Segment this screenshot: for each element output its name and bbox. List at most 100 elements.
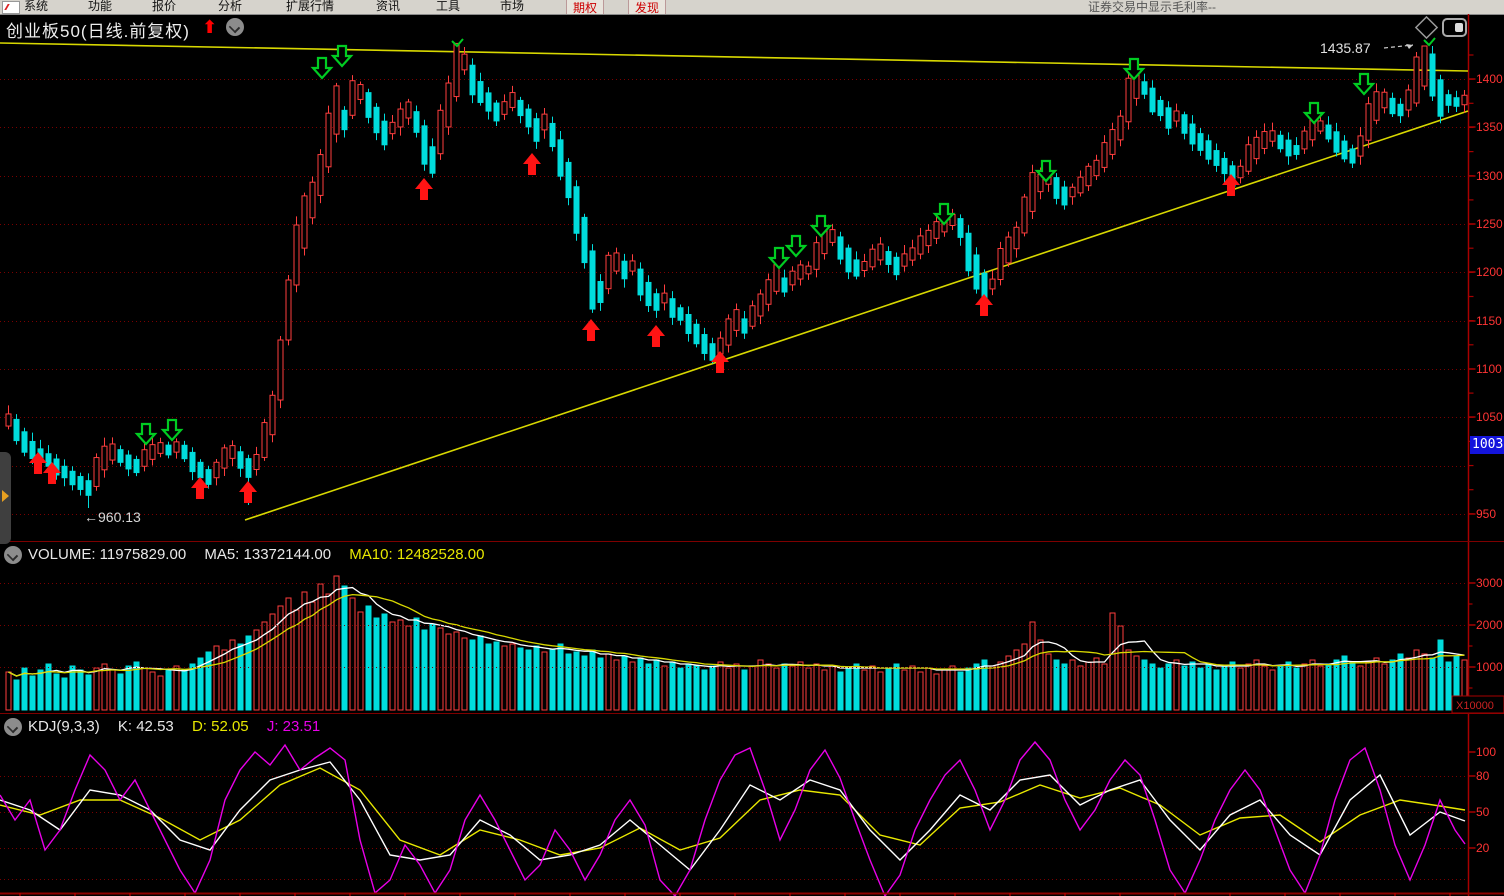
volume-bar <box>397 619 404 711</box>
candle <box>805 265 812 275</box>
candle <box>1397 103 1404 117</box>
trendline <box>244 110 1469 521</box>
menu-item-扩展行情[interactable]: 扩展行情 <box>286 0 335 13</box>
buy-arrow-icon <box>239 481 257 503</box>
menu-item-发现[interactable]: 发现 <box>628 0 667 14</box>
volume-bar <box>1125 649 1132 711</box>
candle <box>1077 176 1084 194</box>
volume-bar <box>53 673 60 711</box>
volume-bar <box>493 641 500 711</box>
volume-bar <box>421 629 428 711</box>
volume-bar <box>237 643 244 711</box>
volume-bar <box>437 627 444 711</box>
kdj-axis-label: 80 <box>1476 769 1490 783</box>
candle <box>381 120 388 146</box>
menu-item-市场[interactable]: 市场 <box>500 0 525 13</box>
volume-bar <box>853 663 860 711</box>
menu-item-分析[interactable]: 分析 <box>218 0 243 13</box>
volume-bar <box>597 657 604 711</box>
candle <box>1181 114 1188 134</box>
candle <box>645 281 652 307</box>
diamond-icon[interactable] <box>1414 15 1439 40</box>
volume-bar <box>117 673 124 711</box>
candle <box>1101 142 1108 168</box>
volume-bar <box>1389 659 1396 711</box>
candle <box>1197 133 1204 151</box>
menu-item-功能[interactable]: 功能 <box>88 0 113 13</box>
buy-arrow-icon <box>647 325 665 347</box>
candle <box>1413 56 1420 104</box>
volume-bar <box>109 669 116 711</box>
buy-arrow-icon <box>29 452 47 474</box>
menu-item-工具[interactable]: 工具 <box>436 0 461 13</box>
volume-bar <box>781 663 788 711</box>
kdj-axis-label: 100 <box>1476 745 1496 759</box>
candle <box>221 447 228 469</box>
menu-item-期权[interactable]: 期权 <box>566 0 605 14</box>
candle <box>957 218 964 238</box>
menu-item-报价[interactable]: 报价 <box>152 0 177 13</box>
volume-bar <box>349 597 356 711</box>
volume-bar <box>701 669 708 711</box>
volume-bar <box>37 669 44 711</box>
menu-item-资讯[interactable]: 资讯 <box>376 0 401 13</box>
candle <box>157 442 164 454</box>
candle <box>365 92 372 118</box>
volume-bar <box>1181 665 1188 711</box>
candle <box>869 248 876 268</box>
candle <box>493 102 500 122</box>
volume-bar <box>1445 661 1452 711</box>
candle <box>301 195 308 249</box>
volume-bar <box>981 659 988 711</box>
sell-arrow-icon <box>1302 101 1326 125</box>
volume-bar <box>1005 655 1012 711</box>
candle <box>693 323 700 345</box>
menu-notice-text: 证券交易中显示毛利率-- <box>1088 0 1216 14</box>
price-axis-label: 950 <box>1476 507 1496 521</box>
kdj-collapse-icon[interactable] <box>4 718 22 736</box>
volume-bar <box>221 649 228 711</box>
split-window-icon[interactable] <box>1442 18 1467 37</box>
candle <box>309 181 316 219</box>
candle <box>333 85 340 135</box>
kdj-d-line <box>0 767 1466 856</box>
candle <box>357 84 364 100</box>
price-axis-label: 1050 <box>1476 410 1503 424</box>
candle <box>325 112 332 168</box>
volume-bar <box>1053 659 1060 711</box>
candle <box>1117 115 1124 141</box>
volume-bar <box>253 629 260 711</box>
sell-arrow-icon <box>330 44 354 68</box>
buy-arrow-icon <box>975 294 993 316</box>
volume-bar <box>5 671 12 711</box>
candle <box>1173 110 1180 122</box>
candle <box>1093 159 1100 177</box>
volume-bar <box>1093 657 1100 711</box>
check-mark-icon <box>1423 37 1436 47</box>
chevron-down-icon[interactable] <box>226 18 244 36</box>
app-icon[interactable] <box>2 1 20 14</box>
volume-bar <box>629 661 636 711</box>
candle <box>653 293 660 311</box>
candle <box>5 413 12 427</box>
buy-arrow-icon <box>711 351 729 373</box>
volume-bar <box>1133 655 1140 711</box>
kdj-d-value: D: 52.05 <box>191 718 249 735</box>
volume-bar <box>1293 667 1300 711</box>
menu-item-系统[interactable]: 系统 <box>24 0 49 13</box>
sidebar-collapse-grip[interactable] <box>0 452 11 544</box>
candle <box>637 268 644 296</box>
candle <box>429 146 436 174</box>
candle <box>117 449 124 463</box>
candle <box>1141 81 1148 95</box>
candle <box>1373 91 1380 121</box>
candle <box>621 260 628 280</box>
sell-arrow-icon <box>310 56 334 80</box>
price-axis-label: 1300 <box>1476 169 1503 183</box>
candle <box>485 92 492 112</box>
candle <box>701 334 708 354</box>
volume-collapse-icon[interactable] <box>4 546 22 564</box>
candle <box>565 161 572 199</box>
